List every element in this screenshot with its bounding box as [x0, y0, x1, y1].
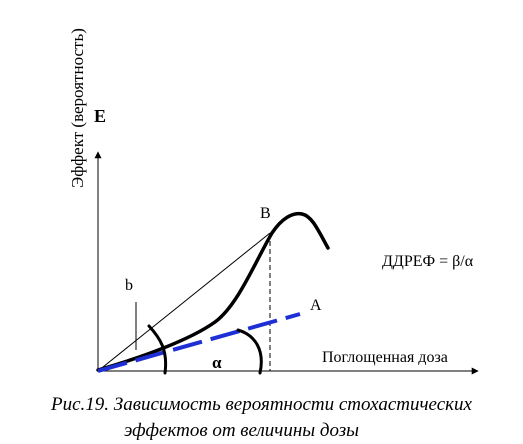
x-axis-title: Поглощенная доза [322, 349, 448, 366]
dose-effect-diagram: E Эффект (вероятность) Поглощенная доза … [68, 28, 479, 375]
figure-caption: Рис.19. Зависимость вероятности стохасти… [0, 392, 523, 444]
y-axis-title: Эффект (вероятность) [68, 28, 87, 188]
y-axis-letter: E [94, 106, 106, 126]
dose-effect-curve [96, 211, 330, 372]
alpha-label: α [212, 353, 222, 372]
linear-extrapolation-dashed-line [97, 312, 301, 373]
origin-to-b-line [97, 232, 271, 372]
ddref-formula: ДДРЕФ = β/α [382, 253, 474, 270]
point-a-label: A [310, 297, 322, 314]
b-label: b [125, 277, 133, 294]
point-b-label: B [260, 205, 271, 222]
beta-angle-arc [147, 324, 168, 375]
alpha-angle-arc [236, 328, 263, 375]
caption-line-1: Рис.19. Зависимость вероятности стохасти… [51, 394, 472, 415]
caption-line-2: эффектов от величины дозы [123, 420, 360, 441]
